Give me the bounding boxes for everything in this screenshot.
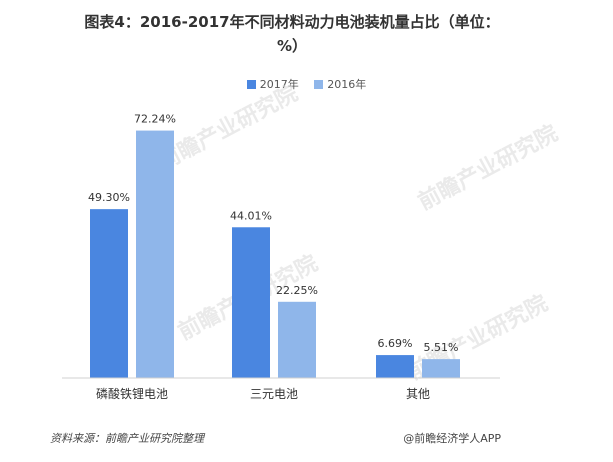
legend-item-2017: 2017年: [246, 76, 299, 92]
bar-2017-0: [90, 209, 128, 378]
bar-2017-1: [232, 227, 270, 378]
bar-2016-2: [422, 359, 460, 378]
bar-2017-2: [376, 355, 414, 378]
category-label-1: 三元电池: [250, 387, 298, 401]
category-label-0: 磷酸铁锂电池: [96, 386, 168, 401]
legend-item-2016: 2016年: [314, 76, 366, 92]
data-label-2017-1: 44.01%: [230, 209, 272, 222]
legend-label-2017: 2017年: [259, 78, 299, 91]
bar-2016-0: [136, 130, 174, 378]
legend-swatch-2017: [246, 79, 256, 89]
source-note: 资料来源：前瞻产业研究院整理: [50, 432, 204, 445]
data-label-2017-0: 49.30%: [88, 191, 130, 204]
category-label-2: 其他: [406, 387, 430, 401]
bar-2016-1: [278, 301, 316, 378]
legend-label-2016: 2016年: [327, 78, 367, 91]
chart-legend: 2017年 2016年: [0, 76, 613, 92]
data-label-2016-1: 22.25%: [276, 284, 318, 297]
chart-title: 图表4：2016-2017年不同材料动力电池装机量占比（单位：%）: [84, 13, 500, 55]
labels-group: 49.30% 72.24% 磷酸铁锂电池 44.01% 22.25% 三元电池 6.69% 5…: [88, 113, 458, 401]
bars-group: [90, 130, 460, 378]
data-label-2016-0: 72.24%: [134, 113, 176, 126]
legend-swatch-2016: [314, 79, 324, 89]
data-label-2017-2: 6.69%: [378, 337, 413, 350]
credit-note: @前瞻经济学人APP: [403, 432, 501, 445]
data-label-2016-2: 5.51%: [424, 341, 459, 354]
